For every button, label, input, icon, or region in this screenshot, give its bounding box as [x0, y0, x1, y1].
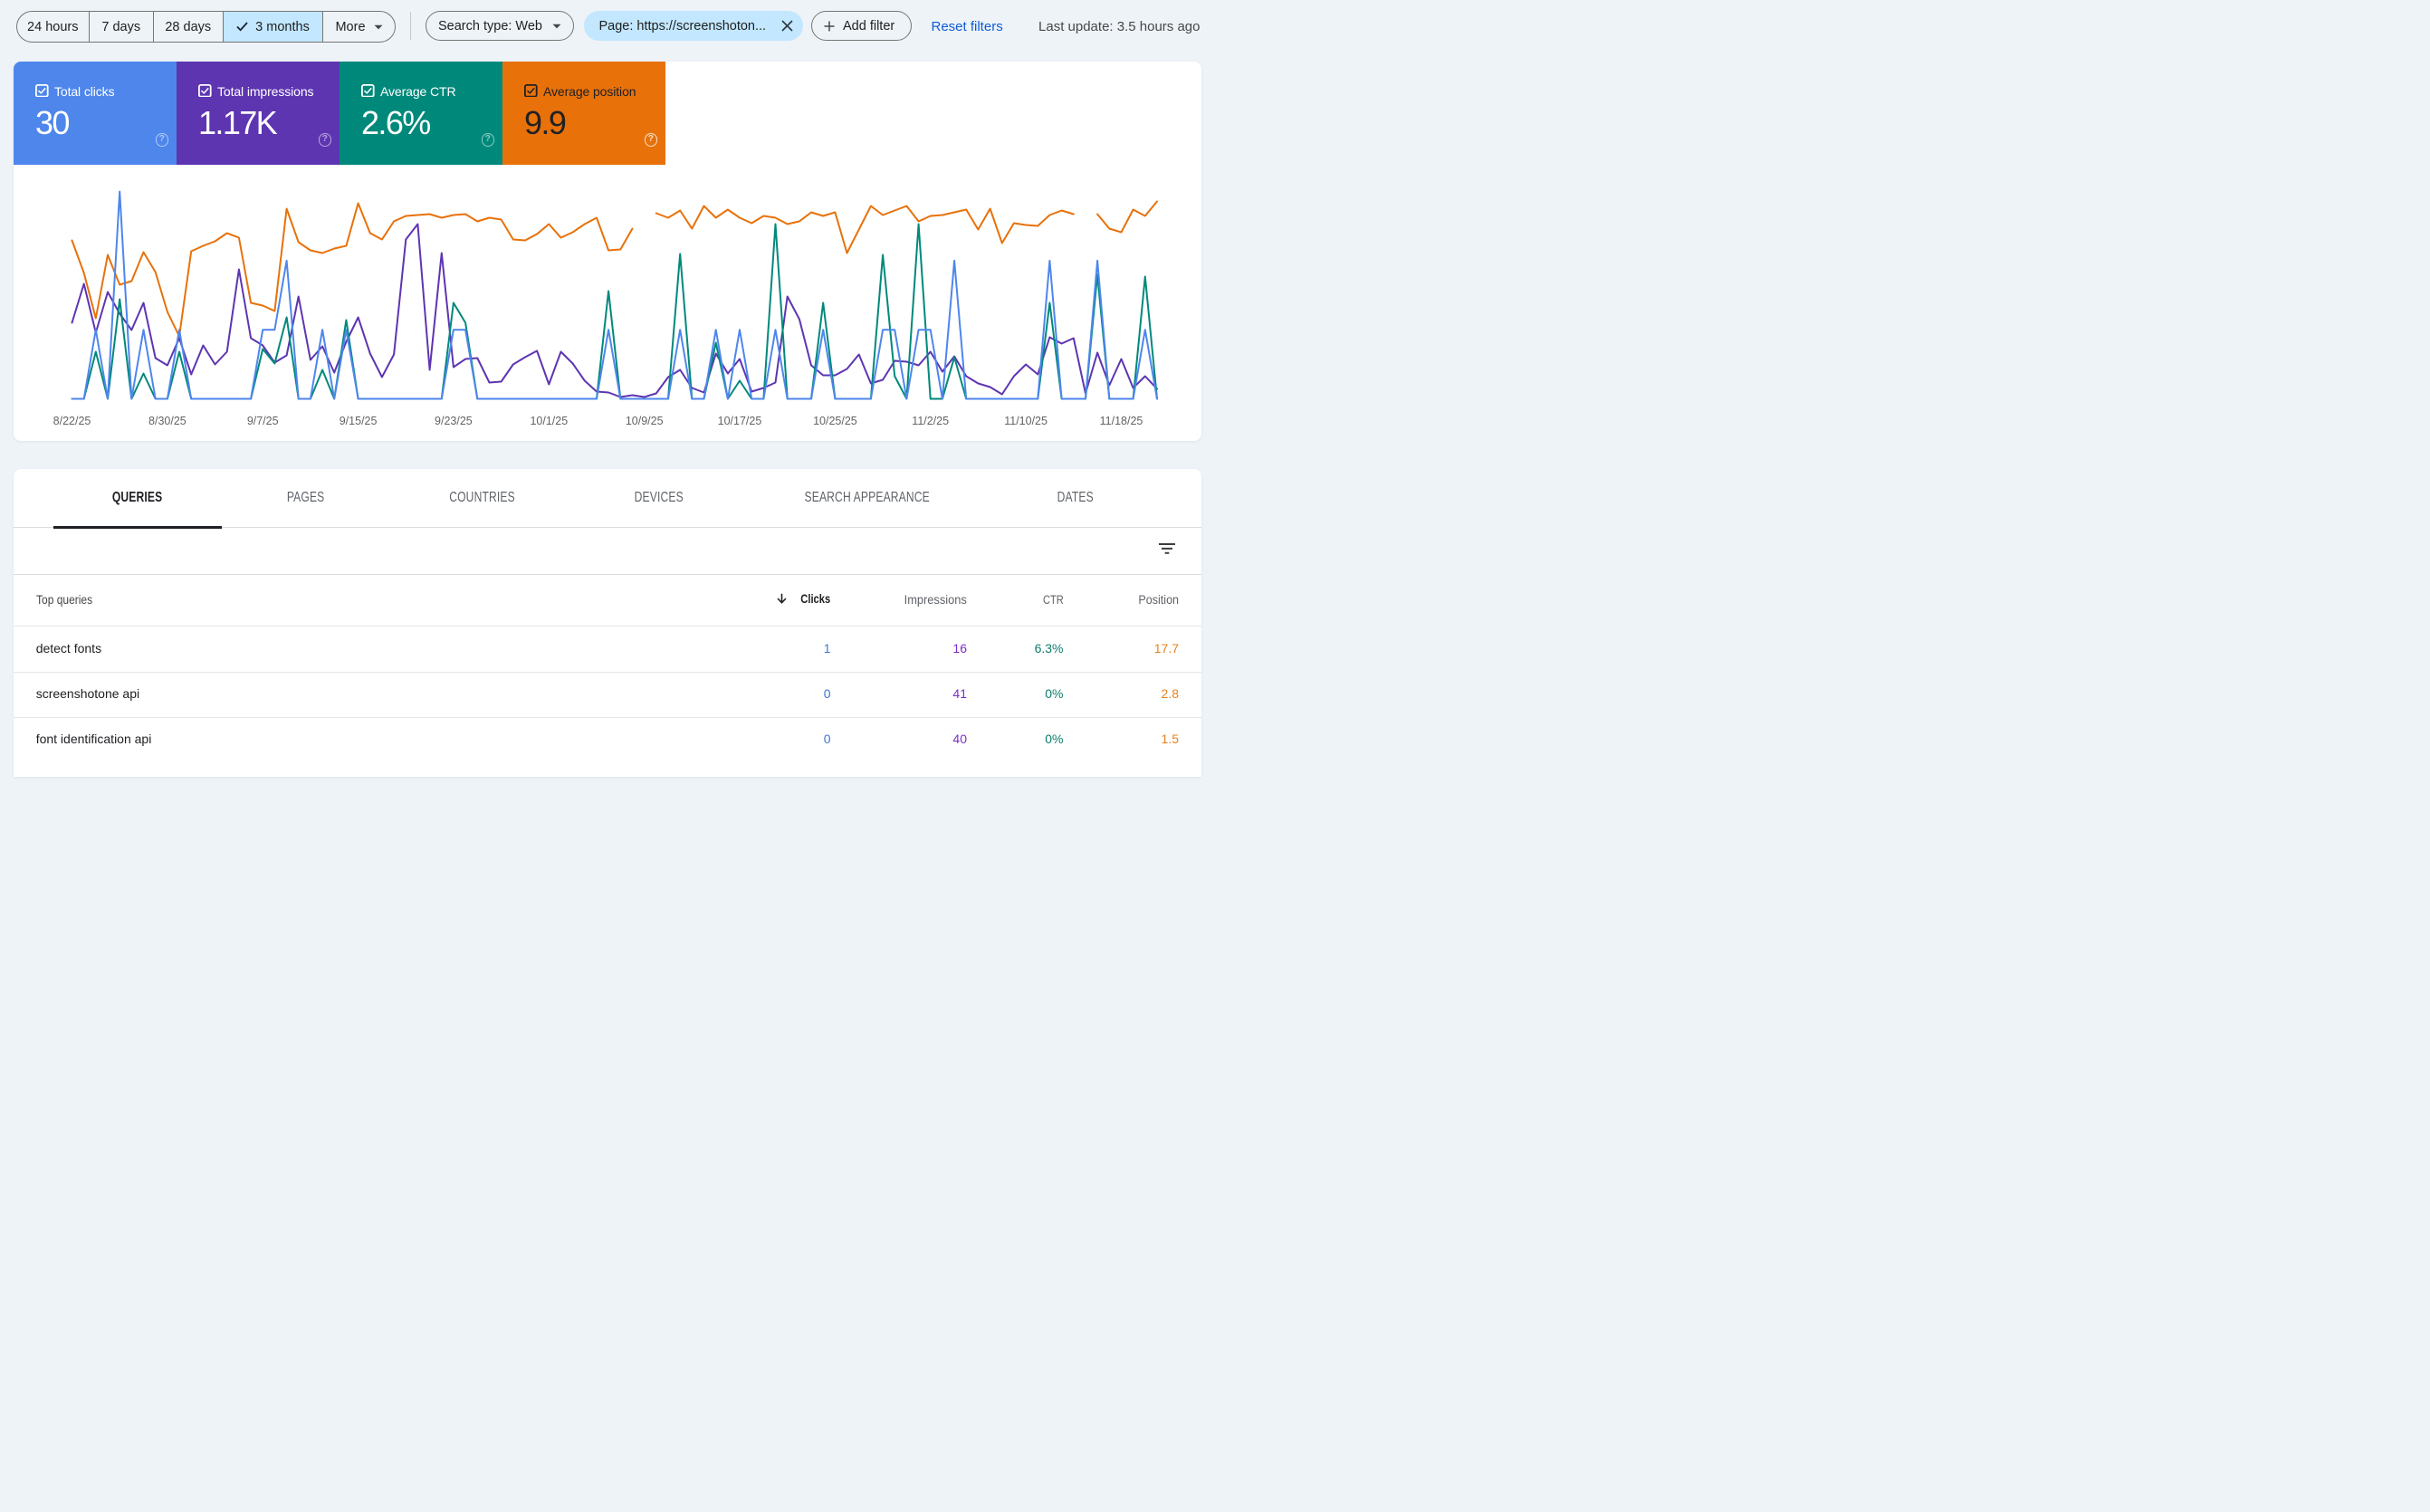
svg-text:9/15/25: 9/15/25: [340, 415, 378, 427]
svg-text:10/9/25: 10/9/25: [626, 415, 664, 427]
svg-text:11/10/25: 11/10/25: [1004, 415, 1048, 427]
svg-text:9/23/25: 9/23/25: [435, 415, 473, 427]
svg-text:10/25/25: 10/25/25: [813, 415, 857, 427]
svg-text:8/30/25: 8/30/25: [148, 415, 187, 427]
svg-text:11/2/25: 11/2/25: [912, 415, 949, 427]
svg-text:10/1/25: 10/1/25: [530, 415, 568, 427]
svg-text:10/17/25: 10/17/25: [718, 415, 762, 427]
svg-text:11/18/25: 11/18/25: [1100, 415, 1143, 427]
svg-text:8/22/25: 8/22/25: [53, 415, 91, 427]
svg-text:9/7/25: 9/7/25: [247, 415, 279, 427]
